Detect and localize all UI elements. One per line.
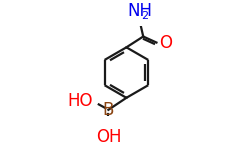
Text: OH: OH	[96, 128, 121, 146]
Text: O: O	[159, 34, 173, 52]
Text: B: B	[103, 101, 114, 119]
Text: NH: NH	[128, 2, 153, 20]
Text: HO: HO	[67, 92, 93, 110]
Text: 2: 2	[142, 11, 149, 21]
